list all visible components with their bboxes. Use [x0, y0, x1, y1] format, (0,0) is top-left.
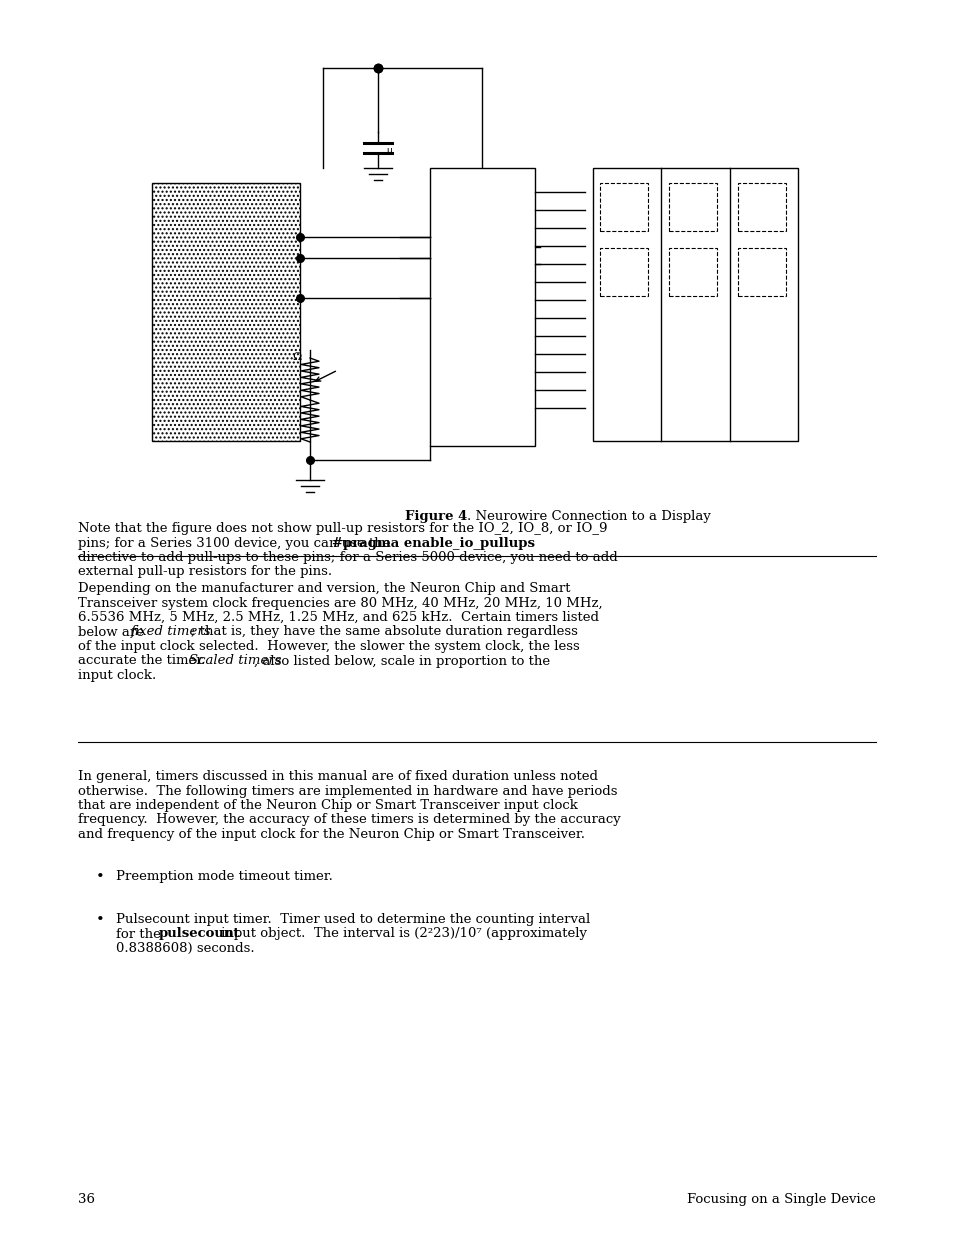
Text: for the: for the: [116, 927, 165, 941]
Text: Depending on the manufacturer and version, the Neuron Chip and Smart: Depending on the manufacturer and versio…: [78, 582, 570, 595]
Bar: [668, 183, 717, 231]
Bar: [593, 168, 797, 441]
Bar: [738, 248, 785, 296]
Text: of the input clock selected.  However, the slower the system clock, the less: of the input clock selected. However, th…: [78, 640, 579, 653]
Text: directive to add pull-ups to these pins; for a Series 5000 device, you need to a: directive to add pull-ups to these pins;…: [78, 551, 618, 564]
Text: . Neurowire Connection to a Display: . Neurowire Connection to a Display: [467, 510, 710, 522]
Bar: [738, 183, 785, 231]
Text: input clock.: input clock.: [78, 669, 156, 682]
Text: input object.  The interval is (2²23)/10⁷ (approximately: input object. The interval is (2²23)/10⁷…: [216, 927, 586, 941]
Text: •: •: [96, 869, 105, 884]
Text: Transceiver system clock frequencies are 80 MHz, 40 MHz, 20 MHz, 10 MHz,: Transceiver system clock frequencies are…: [78, 597, 602, 610]
Text: , also listed below, scale in proportion to the: , also listed below, scale in proportion…: [253, 655, 550, 667]
Bar: [152, 183, 299, 441]
Text: Figure 4: Figure 4: [404, 510, 467, 522]
Text: ; that is, they have the same absolute duration regardless: ; that is, they have the same absolute d…: [191, 625, 578, 638]
Text: #pragma enable_io_pullups: #pragma enable_io_pullups: [332, 536, 534, 550]
Text: In general, timers discussed in this manual are of fixed duration unless noted: In general, timers discussed in this man…: [78, 769, 598, 783]
Text: fixed timers: fixed timers: [131, 625, 212, 638]
Text: accurate the timer.: accurate the timer.: [78, 655, 213, 667]
Text: and frequency of the input clock for the Neuron Chip or Smart Transceiver.: and frequency of the input clock for the…: [78, 827, 584, 841]
Text: Ω: Ω: [292, 352, 301, 362]
Bar: [599, 183, 647, 231]
Text: external pull-up resistors for the pins.: external pull-up resistors for the pins.: [78, 566, 332, 578]
Text: pins; for a Series 3100 device, you can use the: pins; for a Series 3100 device, you can …: [78, 536, 395, 550]
Text: 0.8388608) seconds.: 0.8388608) seconds.: [116, 942, 254, 955]
Text: Focusing on a Single Device: Focusing on a Single Device: [686, 1193, 875, 1207]
Text: μ: μ: [386, 146, 392, 154]
Text: otherwise.  The following timers are implemented in hardware and have periods: otherwise. The following timers are impl…: [78, 784, 618, 798]
Text: 6.5536 MHz, 5 MHz, 2.5 MHz, 1.25 MHz, and 625 kHz.  Certain timers listed: 6.5536 MHz, 5 MHz, 2.5 MHz, 1.25 MHz, an…: [78, 611, 598, 624]
Text: Scaled timers: Scaled timers: [189, 655, 281, 667]
Text: frequency.  However, the accuracy of these timers is determined by the accuracy: frequency. However, the accuracy of thes…: [78, 814, 620, 826]
Text: that are independent of the Neuron Chip or Smart Transceiver input clock: that are independent of the Neuron Chip …: [78, 799, 578, 811]
Bar: [668, 248, 717, 296]
Bar: [599, 248, 647, 296]
Text: •: •: [96, 913, 105, 927]
Text: 36: 36: [78, 1193, 95, 1207]
Text: Pulsecount input timer.  Timer used to determine the counting interval: Pulsecount input timer. Timer used to de…: [116, 913, 590, 926]
Text: Note that the figure does not show pull-up resistors for the IO_2, IO_8, or IO_9: Note that the figure does not show pull-…: [78, 522, 607, 535]
Bar: [430, 168, 535, 446]
Text: pulsecount: pulsecount: [158, 927, 239, 941]
Text: Preemption mode timeout timer.: Preemption mode timeout timer.: [116, 869, 333, 883]
Text: below are: below are: [78, 625, 149, 638]
